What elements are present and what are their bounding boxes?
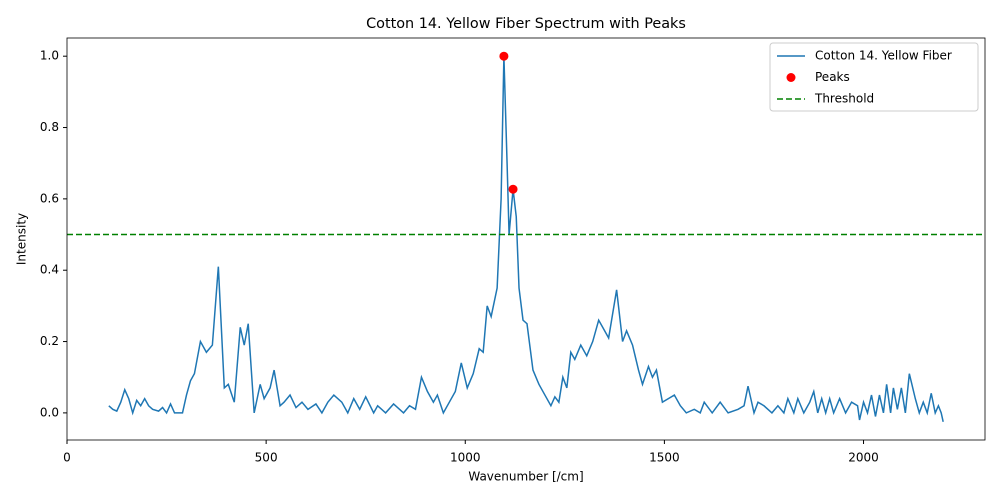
spectrum-line: [108, 56, 944, 422]
x-tick-label: 0: [63, 451, 71, 465]
y-tick-label: 0.6: [40, 191, 59, 205]
peak-point: [508, 184, 518, 194]
chart-title: Cotton 14. Yellow Fiber Spectrum with Pe…: [366, 16, 686, 32]
y-axis-label: Intensity: [15, 213, 29, 265]
legend-swatch: [786, 73, 796, 82]
legend-box: [769, 42, 979, 112]
x-tick-label: 1000: [450, 451, 481, 465]
y-tick-label: 0.2: [40, 334, 59, 348]
x-tick-label: 1500: [649, 451, 680, 465]
y-tick-label: 1.0: [40, 49, 59, 63]
peak-point: [499, 51, 509, 61]
y-tick-label: 0.0: [40, 405, 59, 419]
x-tick-label: 500: [255, 451, 278, 465]
x-axis-label: Wavenumber [/cm]: [468, 470, 583, 484]
legend-label: Peaks: [815, 70, 850, 84]
y-tick-label: 0.4: [40, 263, 59, 277]
y-tick-label: 0.8: [40, 120, 59, 134]
plot-frame: [66, 37, 986, 441]
legend-label: Cotton 14. Yellow Fiber: [815, 49, 952, 63]
legend-label: Threshold: [814, 92, 874, 106]
x-tick-label: 2000: [848, 451, 879, 465]
